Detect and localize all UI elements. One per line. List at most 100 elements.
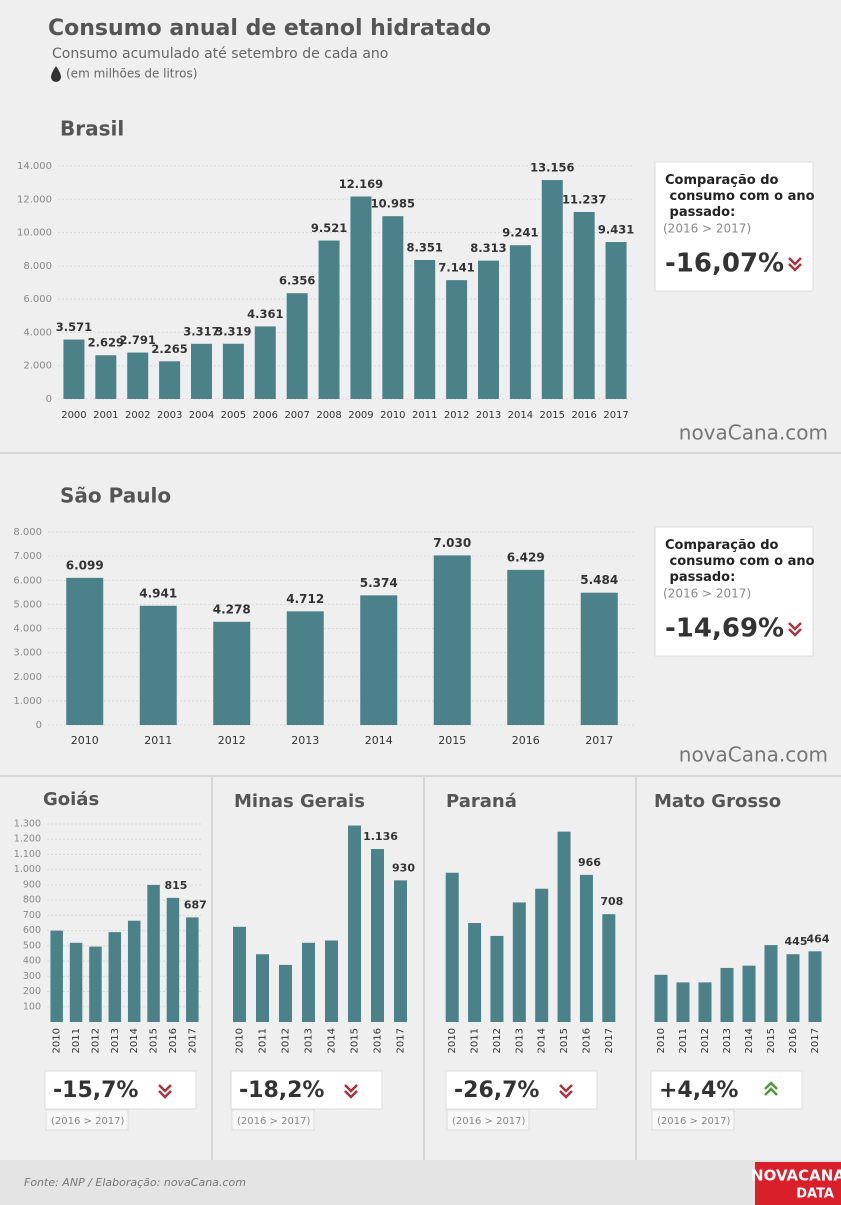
- bar: [256, 954, 269, 1022]
- trend-arrow: [344, 1084, 358, 1099]
- x-tick-label: 2014: [129, 1028, 140, 1053]
- bar: [147, 884, 160, 1022]
- x-tick-label: 2014: [537, 1028, 548, 1053]
- x-tick-label: 2014: [744, 1028, 755, 1053]
- y-tick-label: 4.000: [13, 624, 42, 635]
- y-tick-label: 1.300: [14, 819, 41, 830]
- bar: [325, 940, 338, 1022]
- value-label: 4.941: [139, 586, 177, 600]
- change-value: -15,7%: [53, 1078, 138, 1103]
- x-tick-label: 2015: [350, 1028, 361, 1053]
- trend-arrow: [559, 1084, 573, 1099]
- y-tick-label: 800: [23, 895, 41, 906]
- period-box: [231, 1109, 315, 1131]
- bar: [50, 930, 63, 1022]
- trend-arrow: [158, 1084, 172, 1099]
- bar: [541, 180, 563, 399]
- bar: [490, 935, 504, 1022]
- bar: [676, 982, 690, 1022]
- value-label: 8.313: [470, 241, 506, 255]
- change-value: -14,69%: [665, 614, 784, 644]
- x-tick-label: 2015: [149, 1028, 160, 1053]
- value-label: 4.712: [286, 592, 324, 606]
- x-tick-label: 2010: [71, 734, 99, 747]
- bar: [446, 280, 468, 399]
- value-label: 8.351: [407, 241, 443, 255]
- y-tick-label: 100: [23, 1001, 41, 1012]
- bar: [166, 897, 180, 1022]
- value-label: 2.265: [151, 342, 187, 356]
- bar: [468, 923, 482, 1022]
- bar: [764, 945, 778, 1022]
- bar: [512, 902, 526, 1022]
- chart-title: Paraná: [446, 791, 517, 812]
- change-box: [650, 1070, 803, 1110]
- bar: [786, 954, 800, 1022]
- y-tick-label: 8.000: [23, 261, 52, 272]
- period-box: [651, 1109, 735, 1131]
- bar: [286, 611, 324, 725]
- bar: [360, 595, 398, 725]
- bar: [579, 874, 593, 1022]
- x-tick-label: 2012: [492, 1028, 503, 1053]
- x-tick-label: 2011: [412, 410, 437, 421]
- value-label: 815: [164, 879, 187, 892]
- x-tick-label: 2008: [316, 410, 341, 421]
- y-tick-label: 14.000: [17, 161, 52, 172]
- value-label: 708: [600, 895, 623, 908]
- bar: [602, 914, 616, 1022]
- period-box: [45, 1109, 129, 1131]
- x-tick-label: 2009: [348, 410, 373, 421]
- value-label: 2.791: [120, 333, 156, 347]
- x-tick-label: 2012: [218, 734, 246, 747]
- chart-title: Goiás: [43, 789, 99, 810]
- bar: [233, 926, 246, 1022]
- bar: [394, 880, 407, 1022]
- bar: [605, 242, 627, 399]
- value-label: 13.156: [530, 161, 574, 175]
- value-label: 966: [578, 856, 601, 869]
- x-tick-label: 2015: [766, 1028, 777, 1053]
- value-label: 11.237: [562, 192, 606, 206]
- x-tick-label: 2010: [447, 1028, 458, 1053]
- x-tick-label: 2005: [221, 410, 246, 421]
- source: Fonte: ANP / Elaboração: novaCana.com: [24, 1176, 246, 1189]
- change-box: [230, 1070, 383, 1110]
- comparison-box: [654, 161, 814, 292]
- x-tick-label: 2016: [512, 734, 540, 747]
- value-label: 12.169: [339, 177, 383, 191]
- value-label: 3.319: [215, 324, 251, 338]
- y-tick-label: 1.200: [14, 834, 41, 845]
- watermark: novaCana.com: [679, 421, 828, 445]
- bar: [535, 888, 549, 1022]
- period: (2016 > 2017): [51, 1116, 125, 1127]
- bar: [433, 555, 471, 725]
- value-label: 3.317: [183, 324, 219, 338]
- y-tick-label: 7.000: [13, 551, 42, 562]
- y-tick-label: 2.000: [23, 361, 52, 372]
- chart-title: São Paulo: [60, 484, 171, 508]
- x-tick-label: 2012: [444, 410, 469, 421]
- drop-icon: [51, 66, 61, 82]
- x-tick-label: 2013: [722, 1028, 733, 1053]
- change-value: -18,2%: [239, 1078, 324, 1103]
- bar: [445, 872, 459, 1022]
- bar: [222, 343, 244, 399]
- bar: [580, 592, 618, 725]
- logo-text: DATA: [796, 1187, 834, 1202]
- footer-bar: [0, 1160, 841, 1205]
- bar: [213, 621, 251, 725]
- page-title: Consumo anual de etanol hidratado: [48, 16, 491, 41]
- change-value: -16,07%: [665, 249, 784, 279]
- bar: [127, 352, 149, 399]
- x-tick-label: 2004: [189, 410, 214, 421]
- bar: [69, 942, 83, 1022]
- bar: [371, 848, 384, 1022]
- y-tick-label: 900: [23, 879, 41, 890]
- x-tick-label: 2011: [470, 1028, 481, 1053]
- bar: [557, 831, 571, 1022]
- value-label: 6.356: [279, 274, 315, 288]
- value-label: 445: [785, 935, 808, 948]
- comparison-label: Comparação do consumo com o ano passado:: [665, 538, 815, 585]
- value-label: 2.629: [88, 336, 124, 350]
